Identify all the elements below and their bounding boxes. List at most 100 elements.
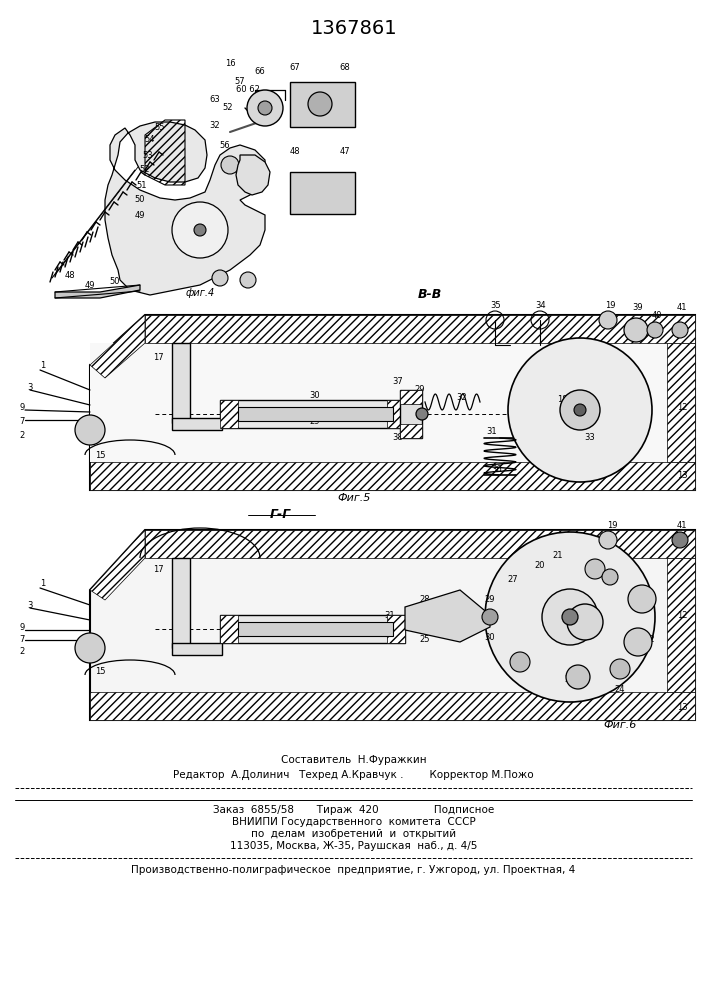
Text: 31: 31	[486, 428, 497, 436]
Text: 40: 40	[652, 310, 662, 320]
Text: 51: 51	[136, 180, 147, 190]
Bar	[145, 315, 695, 343]
Text: 39: 39	[633, 302, 643, 312]
Text: 68: 68	[339, 64, 351, 73]
Text: 63: 63	[209, 96, 221, 104]
Bar	[238, 622, 393, 636]
Text: 13: 13	[677, 472, 687, 481]
Circle shape	[562, 609, 578, 625]
Text: Г-Г: Г-Г	[269, 508, 291, 522]
Circle shape	[624, 628, 652, 656]
Polygon shape	[405, 590, 490, 642]
Text: 49: 49	[85, 280, 95, 290]
Text: 12: 12	[677, 610, 687, 619]
Circle shape	[628, 585, 656, 613]
Bar	[400, 390, 422, 404]
Text: 9: 9	[19, 403, 25, 412]
Circle shape	[672, 532, 688, 548]
Bar	[90, 692, 695, 720]
Text: 41: 41	[677, 302, 687, 312]
Text: 30: 30	[390, 628, 400, 637]
Circle shape	[624, 318, 648, 342]
Text: 2: 2	[19, 430, 25, 440]
Bar	[220, 615, 405, 643]
Text: 20: 20	[534, 560, 545, 570]
Text: 29: 29	[485, 595, 495, 604]
Text: 15: 15	[95, 450, 105, 460]
Circle shape	[560, 390, 600, 430]
Bar	[220, 615, 238, 643]
Text: 29: 29	[415, 385, 425, 394]
Text: 22: 22	[645, 636, 655, 645]
Circle shape	[672, 322, 688, 338]
Bar	[400, 424, 422, 438]
Text: 48: 48	[64, 270, 76, 279]
Circle shape	[599, 311, 617, 329]
Circle shape	[585, 559, 605, 579]
Bar	[220, 400, 405, 428]
Bar	[387, 615, 405, 643]
Text: 15: 15	[95, 668, 105, 676]
Text: 25: 25	[420, 636, 431, 645]
Circle shape	[647, 322, 663, 338]
Text: 50: 50	[135, 196, 145, 205]
Circle shape	[602, 569, 618, 585]
Polygon shape	[90, 530, 695, 720]
Polygon shape	[90, 315, 695, 490]
Text: 21: 21	[553, 550, 563, 560]
Circle shape	[258, 101, 272, 115]
Text: 31: 31	[385, 610, 395, 619]
Circle shape	[221, 156, 239, 174]
Text: В-В: В-В	[418, 288, 442, 302]
Text: по  делам  изобретений  и  открытий: по делам изобретений и открытий	[251, 829, 456, 839]
Bar	[172, 643, 222, 655]
Text: 7: 7	[19, 418, 25, 426]
Circle shape	[194, 224, 206, 236]
Text: 34: 34	[536, 300, 547, 310]
Bar	[387, 400, 405, 428]
Text: фиг.4: фиг.4	[185, 288, 215, 298]
Text: 18: 18	[556, 395, 567, 404]
Text: 7: 7	[19, 636, 25, 645]
Bar	[667, 558, 695, 692]
Circle shape	[308, 92, 332, 116]
Circle shape	[416, 408, 428, 420]
Text: 1367861: 1367861	[310, 18, 397, 37]
Circle shape	[567, 604, 603, 640]
Polygon shape	[90, 315, 145, 378]
Bar	[220, 400, 238, 428]
Text: 32: 32	[457, 393, 467, 402]
Text: Фиг.5: Фиг.5	[337, 493, 370, 503]
Text: 35: 35	[491, 300, 501, 310]
Text: 33: 33	[585, 434, 595, 442]
Text: 3: 3	[28, 601, 33, 610]
Text: 113035, Москва, Ж-35, Раушская  наб., д. 4/5: 113035, Москва, Ж-35, Раушская наб., д. …	[230, 841, 477, 851]
Polygon shape	[236, 155, 270, 195]
Bar	[172, 558, 190, 648]
Bar	[290, 172, 355, 214]
Polygon shape	[105, 122, 265, 295]
Text: 26: 26	[565, 676, 575, 684]
Circle shape	[542, 589, 598, 645]
Text: Фиг.6: Фиг.6	[603, 720, 637, 730]
Bar	[238, 407, 393, 421]
Text: 54: 54	[145, 135, 156, 144]
Text: 30: 30	[485, 634, 496, 643]
Text: 30: 30	[310, 390, 320, 399]
Circle shape	[247, 90, 283, 126]
Text: 9: 9	[19, 624, 25, 633]
Text: 19: 19	[604, 300, 615, 310]
Text: 52: 52	[223, 104, 233, 112]
Polygon shape	[90, 530, 145, 600]
Text: 66: 66	[255, 68, 265, 77]
Text: Составитель  Н.Фуражкин: Составитель Н.Фуражкин	[281, 755, 426, 765]
Text: 23: 23	[645, 597, 655, 606]
Text: 17: 17	[153, 354, 163, 362]
Text: 50: 50	[110, 277, 120, 286]
Bar	[290, 82, 355, 127]
Circle shape	[510, 652, 530, 672]
Bar	[400, 390, 422, 438]
Text: 16: 16	[225, 58, 235, 68]
Text: Заказ  6855/58       Тираж  420                 Подписное: Заказ 6855/58 Тираж 420 Подписное	[213, 805, 494, 815]
Text: 38: 38	[392, 432, 404, 442]
